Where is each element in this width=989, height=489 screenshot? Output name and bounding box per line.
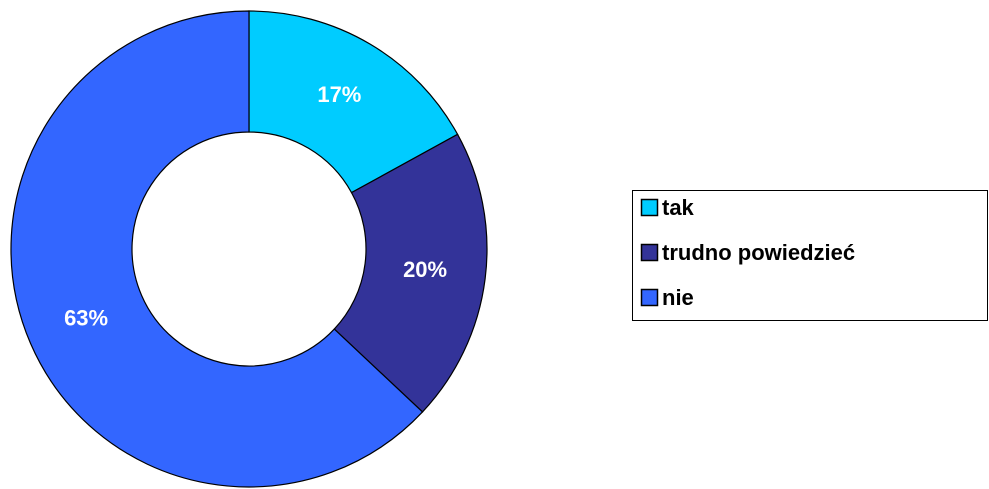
- legend-label: trudno powiedzieć: [662, 240, 855, 265]
- donut-segment: [248, 10, 459, 194]
- legend-label: tak: [662, 195, 695, 220]
- legend-swatch: [640, 288, 659, 307]
- data-label: 63%: [64, 305, 108, 330]
- donut-segment: [10, 10, 424, 488]
- data-label: 20%: [403, 257, 447, 282]
- legend-swatch: [640, 243, 659, 262]
- legend-swatch: [640, 198, 659, 217]
- donut-segment: [333, 133, 488, 413]
- legend-box: [632, 190, 988, 321]
- legend-label: nie: [662, 285, 694, 310]
- data-label: 17%: [317, 82, 361, 107]
